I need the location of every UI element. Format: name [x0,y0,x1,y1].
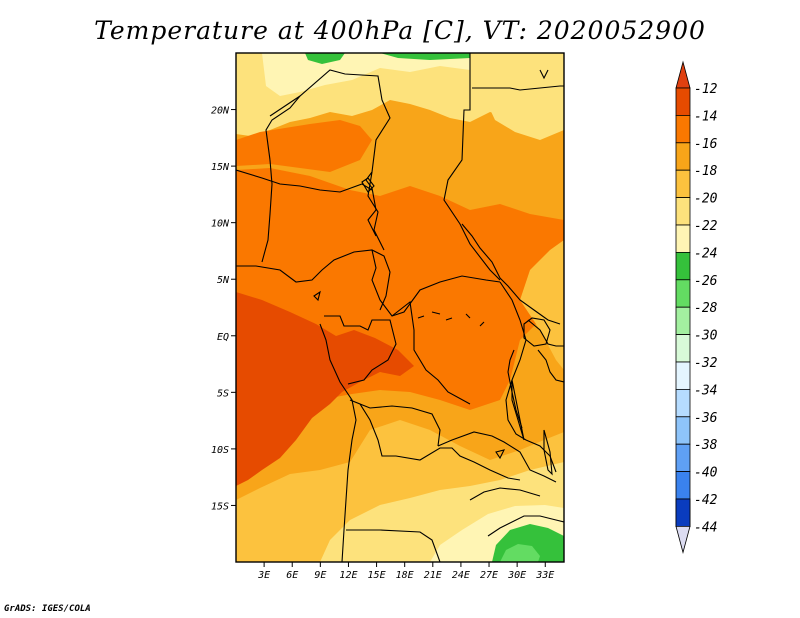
colorbar-box [675,471,691,500]
colorbar-box [675,334,691,363]
credit-label: GrADS: IGES/COLA [4,604,91,614]
border-sa [469,487,541,501]
colorbar-box [675,443,691,473]
river-marks [313,290,506,460]
colorbar-label: -34 [694,383,717,398]
map-frame [235,52,565,563]
border-niger-nigeria [236,169,373,193]
border-mozambique [487,515,564,537]
colorbar-box [675,197,691,226]
lon-tick-label: 12E [339,570,357,581]
colorbar-label: -22 [694,219,718,234]
chart-title: Temperature at 400hPa [C], VT: 202005290… [94,16,706,45]
lon-tick-label: 18E [396,570,414,581]
colorbar-box [675,169,691,198]
colorbar-label: -32 [694,356,718,371]
longitude-axis: 3E 6E 9E 12E 15E 18E 21E 24E 27E 30E 33E [257,562,554,581]
colorbar-top-triangle [675,60,691,89]
border-cameroon-car [371,249,501,317]
colorbar-label: -42 [694,493,718,508]
colorbar-label: -44 [694,520,717,535]
lat-tick-label: 10N [211,219,230,230]
border-east-b [527,319,564,347]
border-car-sudan [461,223,561,325]
field-north-green-2 [380,53,470,60]
lon-tick-label: 33E [535,570,554,581]
border-west-coast [236,249,391,311]
colorbar-label: -16 [694,137,718,152]
colorbar-box [675,115,691,144]
colorbar-bottom-triangle [675,526,691,554]
colorbar-label: -30 [694,329,718,344]
colorbar-label: -36 [694,411,718,426]
lat-tick-label: 15N [211,162,230,173]
border-ne-b [539,69,549,80]
colorbar-box [675,498,691,527]
lon-tick-label: 21E [424,570,442,581]
colorbar-label: -38 [694,438,718,453]
colorbar-label: -24 [694,246,717,261]
border-north-a [269,69,391,251]
temperature-field [236,53,564,562]
colorbar-box [675,87,691,116]
colorbar-box [675,306,691,336]
colorbar-box [675,224,691,253]
colorbar-box [675,279,691,308]
border-angola [359,403,441,447]
field-east-light [520,240,564,370]
field-west-hot [236,292,414,486]
colorbar-label: -20 [694,192,718,207]
lat-tick-label: 5N [217,275,230,286]
field-south-light-green [500,544,540,562]
border-zambia [437,431,557,483]
colorbar: -12 -14 -16 -18 -20 -22 -24 -26 -28 -30 -32 -34 -36 -… [675,60,718,554]
lat-tick-label: EQ [217,332,229,343]
lake-malawi [543,429,553,476]
country-borders [236,53,564,562]
colorbar-box [675,142,691,171]
lon-tick-label: 24E [452,570,470,581]
colorbar-label: -40 [694,466,718,481]
colorbar-label: -18 [694,164,718,179]
lon-tick-label: 27E [480,570,498,581]
field-north-very-pale [262,53,470,96]
border-drc-south [349,399,521,481]
colorbar-label: -26 [694,274,718,289]
colorbar-label: -12 [694,82,718,97]
lake-chad [361,177,375,193]
colorbar-box [675,361,691,390]
colorbar-label: -28 [694,301,718,316]
lon-tick-label: 15E [368,570,386,581]
latitude-axis: 20N 15N 10N 5N EQ 5S 10S 15S [211,106,236,512]
border-angola-south [346,529,441,562]
field-northeast-pale [480,88,564,140]
border-nigeria-cameroon [261,159,273,263]
lat-tick-label: 15S [211,501,229,512]
lake-victoria [523,317,551,347]
coast-atlantic [319,323,357,562]
colorbar-box [675,251,691,281]
border-congo [391,300,471,405]
field-north-green [305,53,345,64]
lon-tick-label: 30E [507,570,526,581]
colorbar-box [675,416,691,445]
colorbar-box [675,388,691,418]
border-north-c [265,95,301,161]
lon-tick-label: 3E [257,570,270,581]
lon-tick-label: 9E [314,570,326,581]
border-ne [472,85,564,91]
lat-tick-label: 10S [211,445,229,456]
lat-tick-label: 20N [211,106,230,117]
border-north-b [443,53,501,281]
border-east-c [537,349,564,383]
border-gabon [324,315,397,385]
lake-tanganyika [511,379,525,441]
border-lakes-drc [507,349,523,429]
border-east [499,281,557,473]
lon-tick-label: 6E [286,570,298,581]
lat-tick-label: 5S [217,388,229,399]
colorbar-label: -14 [694,109,717,124]
